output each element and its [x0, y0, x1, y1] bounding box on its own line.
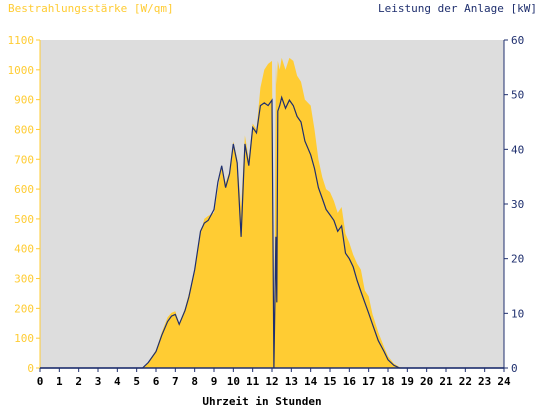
- y-left-tick-label: 700: [14, 153, 34, 166]
- tick-labels-group: 0100200300400500600700800900100011000102…: [8, 34, 525, 388]
- x-tick-label: 2: [75, 375, 82, 388]
- x-axis-title: Uhrzeit in Stunden: [202, 395, 321, 408]
- x-tick-label: 9: [211, 375, 218, 388]
- y-left-tick-label: 600: [14, 183, 34, 196]
- x-tick-label: 22: [459, 375, 472, 388]
- y-left-tick-label: 0: [27, 362, 34, 375]
- y-left-tick-label: 800: [14, 123, 34, 136]
- x-tick-label: 8: [191, 375, 198, 388]
- irradiance-area: [40, 57, 504, 369]
- y-right-tick-label: 50: [511, 89, 524, 102]
- y-left-tick-label: 1100: [8, 34, 35, 47]
- y-left-tick-label: 400: [14, 243, 34, 256]
- x-tick-label: 14: [304, 375, 318, 388]
- x-tick-label: 5: [133, 375, 140, 388]
- y-right-tick-label: 10: [511, 307, 524, 320]
- x-tick-label: 16: [343, 375, 357, 388]
- x-tick-label: 23: [478, 375, 491, 388]
- right-axis-title: Leistung der Anlage [kW]: [378, 2, 537, 15]
- y-right-tick-label: 0: [511, 362, 518, 375]
- y-left-tick-label: 200: [14, 302, 34, 315]
- series-group: [40, 57, 504, 369]
- x-tick-label: 10: [227, 375, 240, 388]
- x-tick-label: 12: [265, 375, 278, 388]
- y-right-tick-label: 20: [511, 253, 524, 266]
- x-tick-label: 4: [114, 375, 121, 388]
- y-right-tick-label: 30: [511, 198, 524, 211]
- x-tick-label: 15: [323, 375, 336, 388]
- y-left-tick-label: 100: [14, 332, 34, 345]
- x-tick-label: 0: [37, 375, 44, 388]
- left-axis-title: Bestrahlungsstärke [W/qm]: [8, 2, 174, 15]
- y-right-tick-label: 40: [511, 143, 524, 156]
- x-tick-label: 13: [285, 375, 298, 388]
- x-tick-label: 21: [439, 375, 453, 388]
- x-tick-label: 3: [95, 375, 102, 388]
- x-tick-label: 24: [497, 375, 511, 388]
- y-left-tick-label: 900: [14, 94, 34, 107]
- x-tick-label: 6: [153, 375, 160, 388]
- y-left-tick-label: 500: [14, 213, 34, 226]
- x-tick-label: 1: [56, 375, 63, 388]
- y-left-tick-label: 300: [14, 273, 34, 286]
- x-tick-label: 7: [172, 375, 179, 388]
- y-left-tick-label: 1000: [8, 64, 35, 77]
- x-tick-label: 17: [362, 375, 375, 388]
- x-tick-label: 20: [420, 375, 433, 388]
- x-tick-label: 11: [246, 375, 260, 388]
- x-tick-label: 18: [381, 375, 394, 388]
- x-tick-label: 19: [401, 375, 414, 388]
- y-right-tick-label: 60: [511, 34, 524, 47]
- power-line: [40, 95, 504, 369]
